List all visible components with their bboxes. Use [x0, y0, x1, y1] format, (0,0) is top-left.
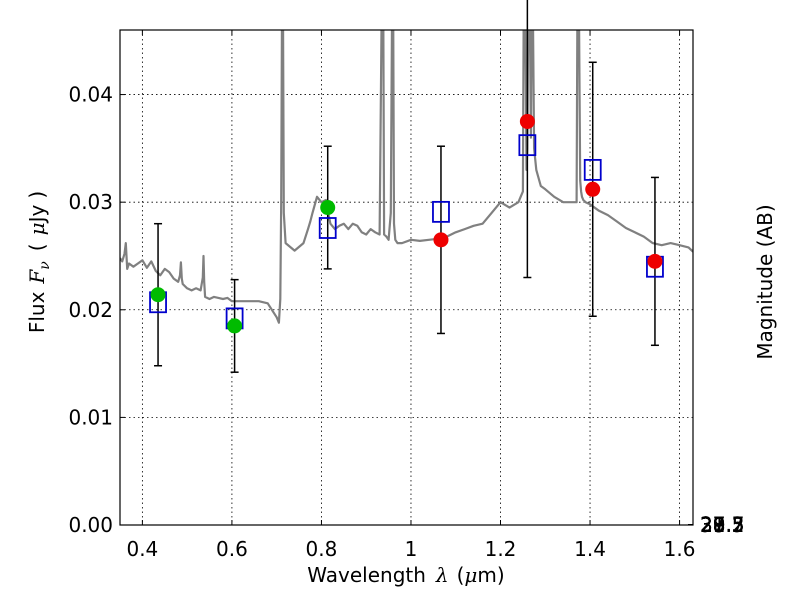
x-tick-label: 1.2: [485, 537, 517, 561]
x-tick-label: 1.4: [574, 537, 606, 561]
x-tick-label: 1: [405, 537, 418, 561]
mag-tick-label: 28.2: [700, 513, 745, 537]
mag-tick-label: 30: [700, 513, 725, 537]
model-square-marker: [432, 200, 450, 223]
mag-tick-label: 27.5: [700, 513, 745, 537]
mag-tick-label: 29: [700, 513, 725, 537]
mag-tick-label: 27.3: [700, 513, 745, 537]
observed-point-red: [519, 113, 535, 129]
mag-tick-label: 31: [700, 513, 725, 537]
observed-point-green: [320, 200, 336, 216]
mag-tick-label: 28: [700, 513, 725, 537]
model-square-marker: [518, 134, 537, 157]
model-square-marker: [318, 217, 337, 239]
plot-frame: [119, 29, 694, 526]
x-tick-label: 0.6: [216, 537, 248, 561]
observed-point-layer: [150, 113, 663, 334]
sed-curve: [120, 30, 693, 324]
x-axis-label: Wavelength λ (μm): [307, 563, 504, 587]
y-tick-label: 0.00: [68, 513, 113, 537]
observed-point-red: [433, 232, 449, 248]
observed-point-green: [150, 287, 166, 303]
sed-curve-layer: [120, 30, 693, 324]
x-tick-label: 0.8: [306, 537, 338, 561]
x-tick-label: 1.6: [664, 537, 696, 561]
model-square-marker: [583, 158, 602, 181]
observed-point-red: [647, 253, 663, 269]
y-tick-label: 0.04: [68, 83, 113, 107]
tick-labels: 0.4 0.6 0.8 1 1.2 1.4 1.6 0.00 0.01 0.02 0.03 0.04 2…: [68, 83, 744, 561]
y-tick-label: 0.03: [68, 190, 113, 214]
y-tick-label: 0.02: [68, 298, 113, 322]
mag-tick-label: 27.7: [700, 513, 745, 537]
tick-marks: [120, 30, 693, 526]
grid: [120, 30, 693, 526]
y-tick-label: 0.01: [68, 405, 113, 429]
observed-point-red: [585, 181, 601, 197]
y-axis-label: FluxFν(μJy): [25, 191, 53, 333]
mag-tick-label: 29.5: [700, 513, 745, 537]
y2-axis-label: Magnitude (AB): [753, 204, 777, 359]
observed-point-green: [227, 318, 243, 334]
x-tick-label: 0.4: [126, 537, 158, 561]
mag-tick-label: 28.5: [700, 513, 745, 537]
